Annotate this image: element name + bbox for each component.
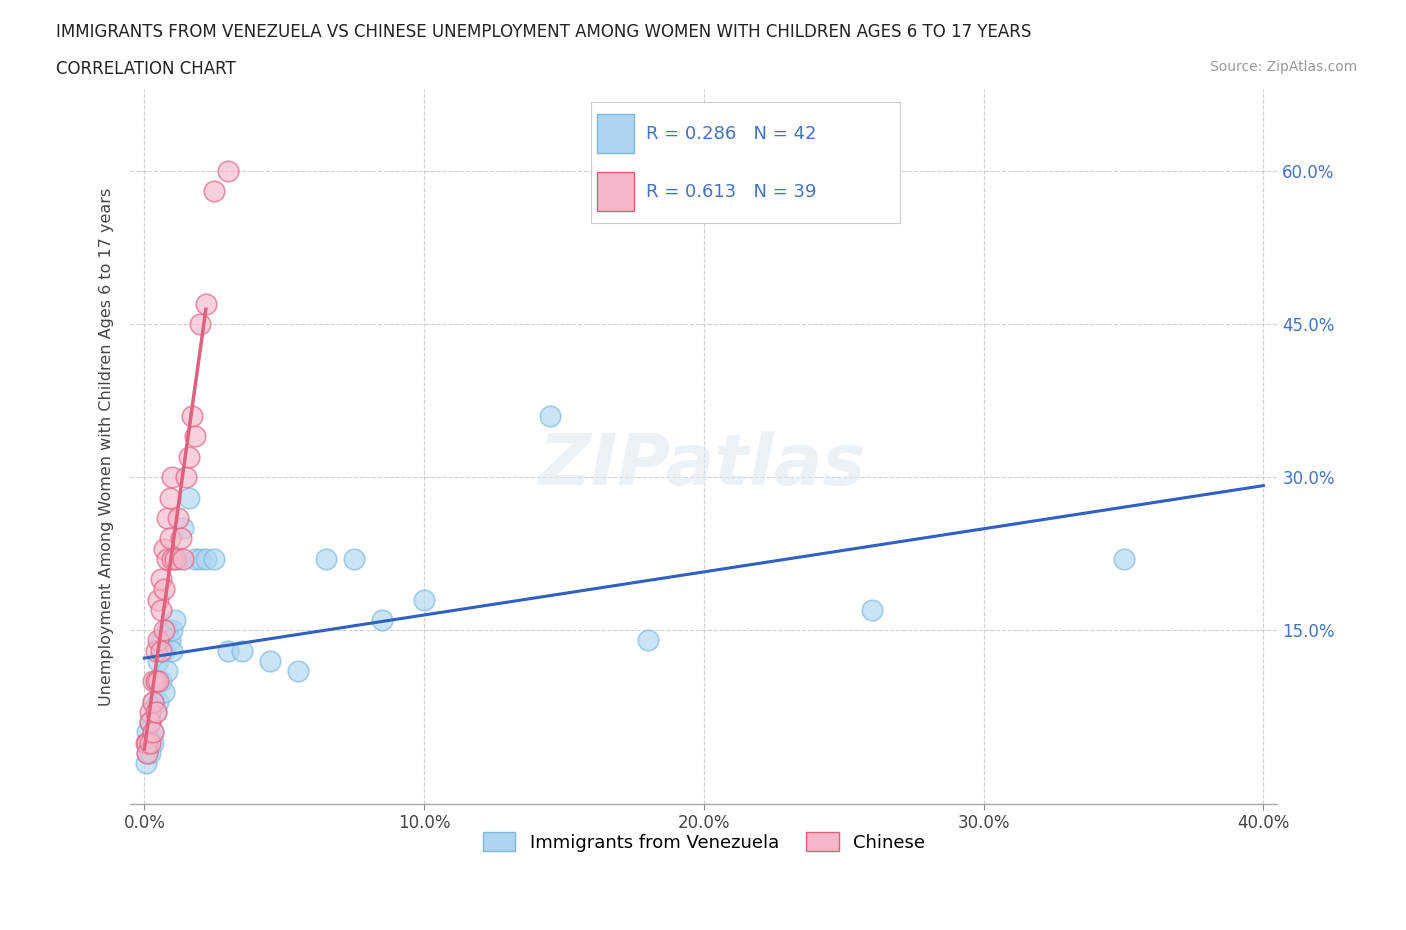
Point [148, 654, 170, 669]
Point [156, 511, 179, 525]
Point [162, 551, 184, 566]
Point [165, 551, 187, 566]
Point [188, 551, 211, 566]
Point [150, 572, 173, 587]
Point [371, 613, 394, 628]
Legend: Immigrants from Venezuela, Chinese: Immigrants from Venezuela, Chinese [475, 825, 932, 859]
Point [145, 705, 167, 720]
Point [145, 644, 167, 658]
Point [259, 654, 281, 669]
Point [142, 695, 165, 710]
Point [148, 633, 170, 648]
Point [202, 184, 225, 199]
Point [188, 317, 211, 332]
Point [148, 674, 170, 689]
Point [315, 551, 337, 566]
FancyBboxPatch shape [596, 172, 634, 211]
Point [153, 644, 176, 658]
Point [153, 582, 176, 597]
Text: Source: ZipAtlas.com: Source: ZipAtlas.com [1209, 60, 1357, 74]
Point [139, 705, 162, 720]
Text: IMMIGRANTS FROM VENEZUELA VS CHINESE UNEMPLOYMENT AMONG WOMEN WITH CHILDREN AGES: IMMIGRANTS FROM VENEZUELA VS CHINESE UNE… [56, 23, 1032, 41]
Point [180, 408, 202, 423]
Point [173, 551, 195, 566]
Point [150, 633, 173, 648]
Point [145, 705, 167, 720]
Point [287, 664, 309, 679]
Point [150, 644, 173, 658]
Point [183, 429, 205, 444]
Text: R = 0.286   N = 42: R = 0.286 N = 42 [647, 125, 817, 142]
Point [167, 551, 190, 566]
Point [145, 674, 167, 689]
Point [231, 644, 253, 658]
Y-axis label: Unemployment Among Women with Children Ages 6 to 17 years: Unemployment Among Women with Children A… [100, 188, 114, 706]
Point [177, 490, 200, 505]
Point [153, 623, 176, 638]
Point [142, 735, 165, 750]
Point [637, 633, 659, 648]
Point [139, 714, 162, 729]
FancyBboxPatch shape [596, 114, 634, 153]
Point [202, 551, 225, 566]
Point [139, 735, 162, 750]
Point [148, 695, 170, 710]
Point [135, 735, 157, 750]
Point [162, 470, 184, 485]
Point [156, 623, 179, 638]
Point [150, 674, 173, 689]
Point [177, 449, 200, 464]
Point [183, 551, 205, 566]
Point [150, 603, 173, 618]
Point [159, 633, 181, 648]
Point [194, 297, 217, 312]
Point [142, 724, 165, 739]
Point [136, 745, 159, 760]
Point [538, 408, 561, 423]
Point [159, 531, 181, 546]
Point [153, 541, 176, 556]
Point [142, 674, 165, 689]
Point [139, 714, 162, 729]
Point [159, 490, 181, 505]
Point [217, 164, 239, 179]
Point [167, 511, 190, 525]
Point [142, 724, 165, 739]
Text: CORRELATION CHART: CORRELATION CHART [56, 60, 236, 78]
Point [139, 745, 162, 760]
Point [156, 551, 179, 566]
Point [343, 551, 366, 566]
Point [148, 592, 170, 607]
Point [162, 644, 184, 658]
Text: R = 0.613   N = 39: R = 0.613 N = 39 [647, 183, 817, 201]
Point [142, 695, 165, 710]
Point [136, 724, 159, 739]
Point [194, 551, 217, 566]
Point [135, 755, 157, 770]
Point [136, 735, 159, 750]
Point [136, 745, 159, 760]
Point [217, 644, 239, 658]
Text: ZIPatlas: ZIPatlas [540, 431, 866, 499]
Point [156, 664, 179, 679]
Point [173, 521, 195, 536]
Point [860, 603, 883, 618]
Point [162, 623, 184, 638]
Point [170, 531, 193, 546]
Point [145, 674, 167, 689]
Point [413, 592, 436, 607]
Point [1112, 551, 1135, 566]
Point [174, 470, 197, 485]
Point [165, 613, 187, 628]
Point [153, 684, 176, 699]
Point [139, 735, 162, 750]
